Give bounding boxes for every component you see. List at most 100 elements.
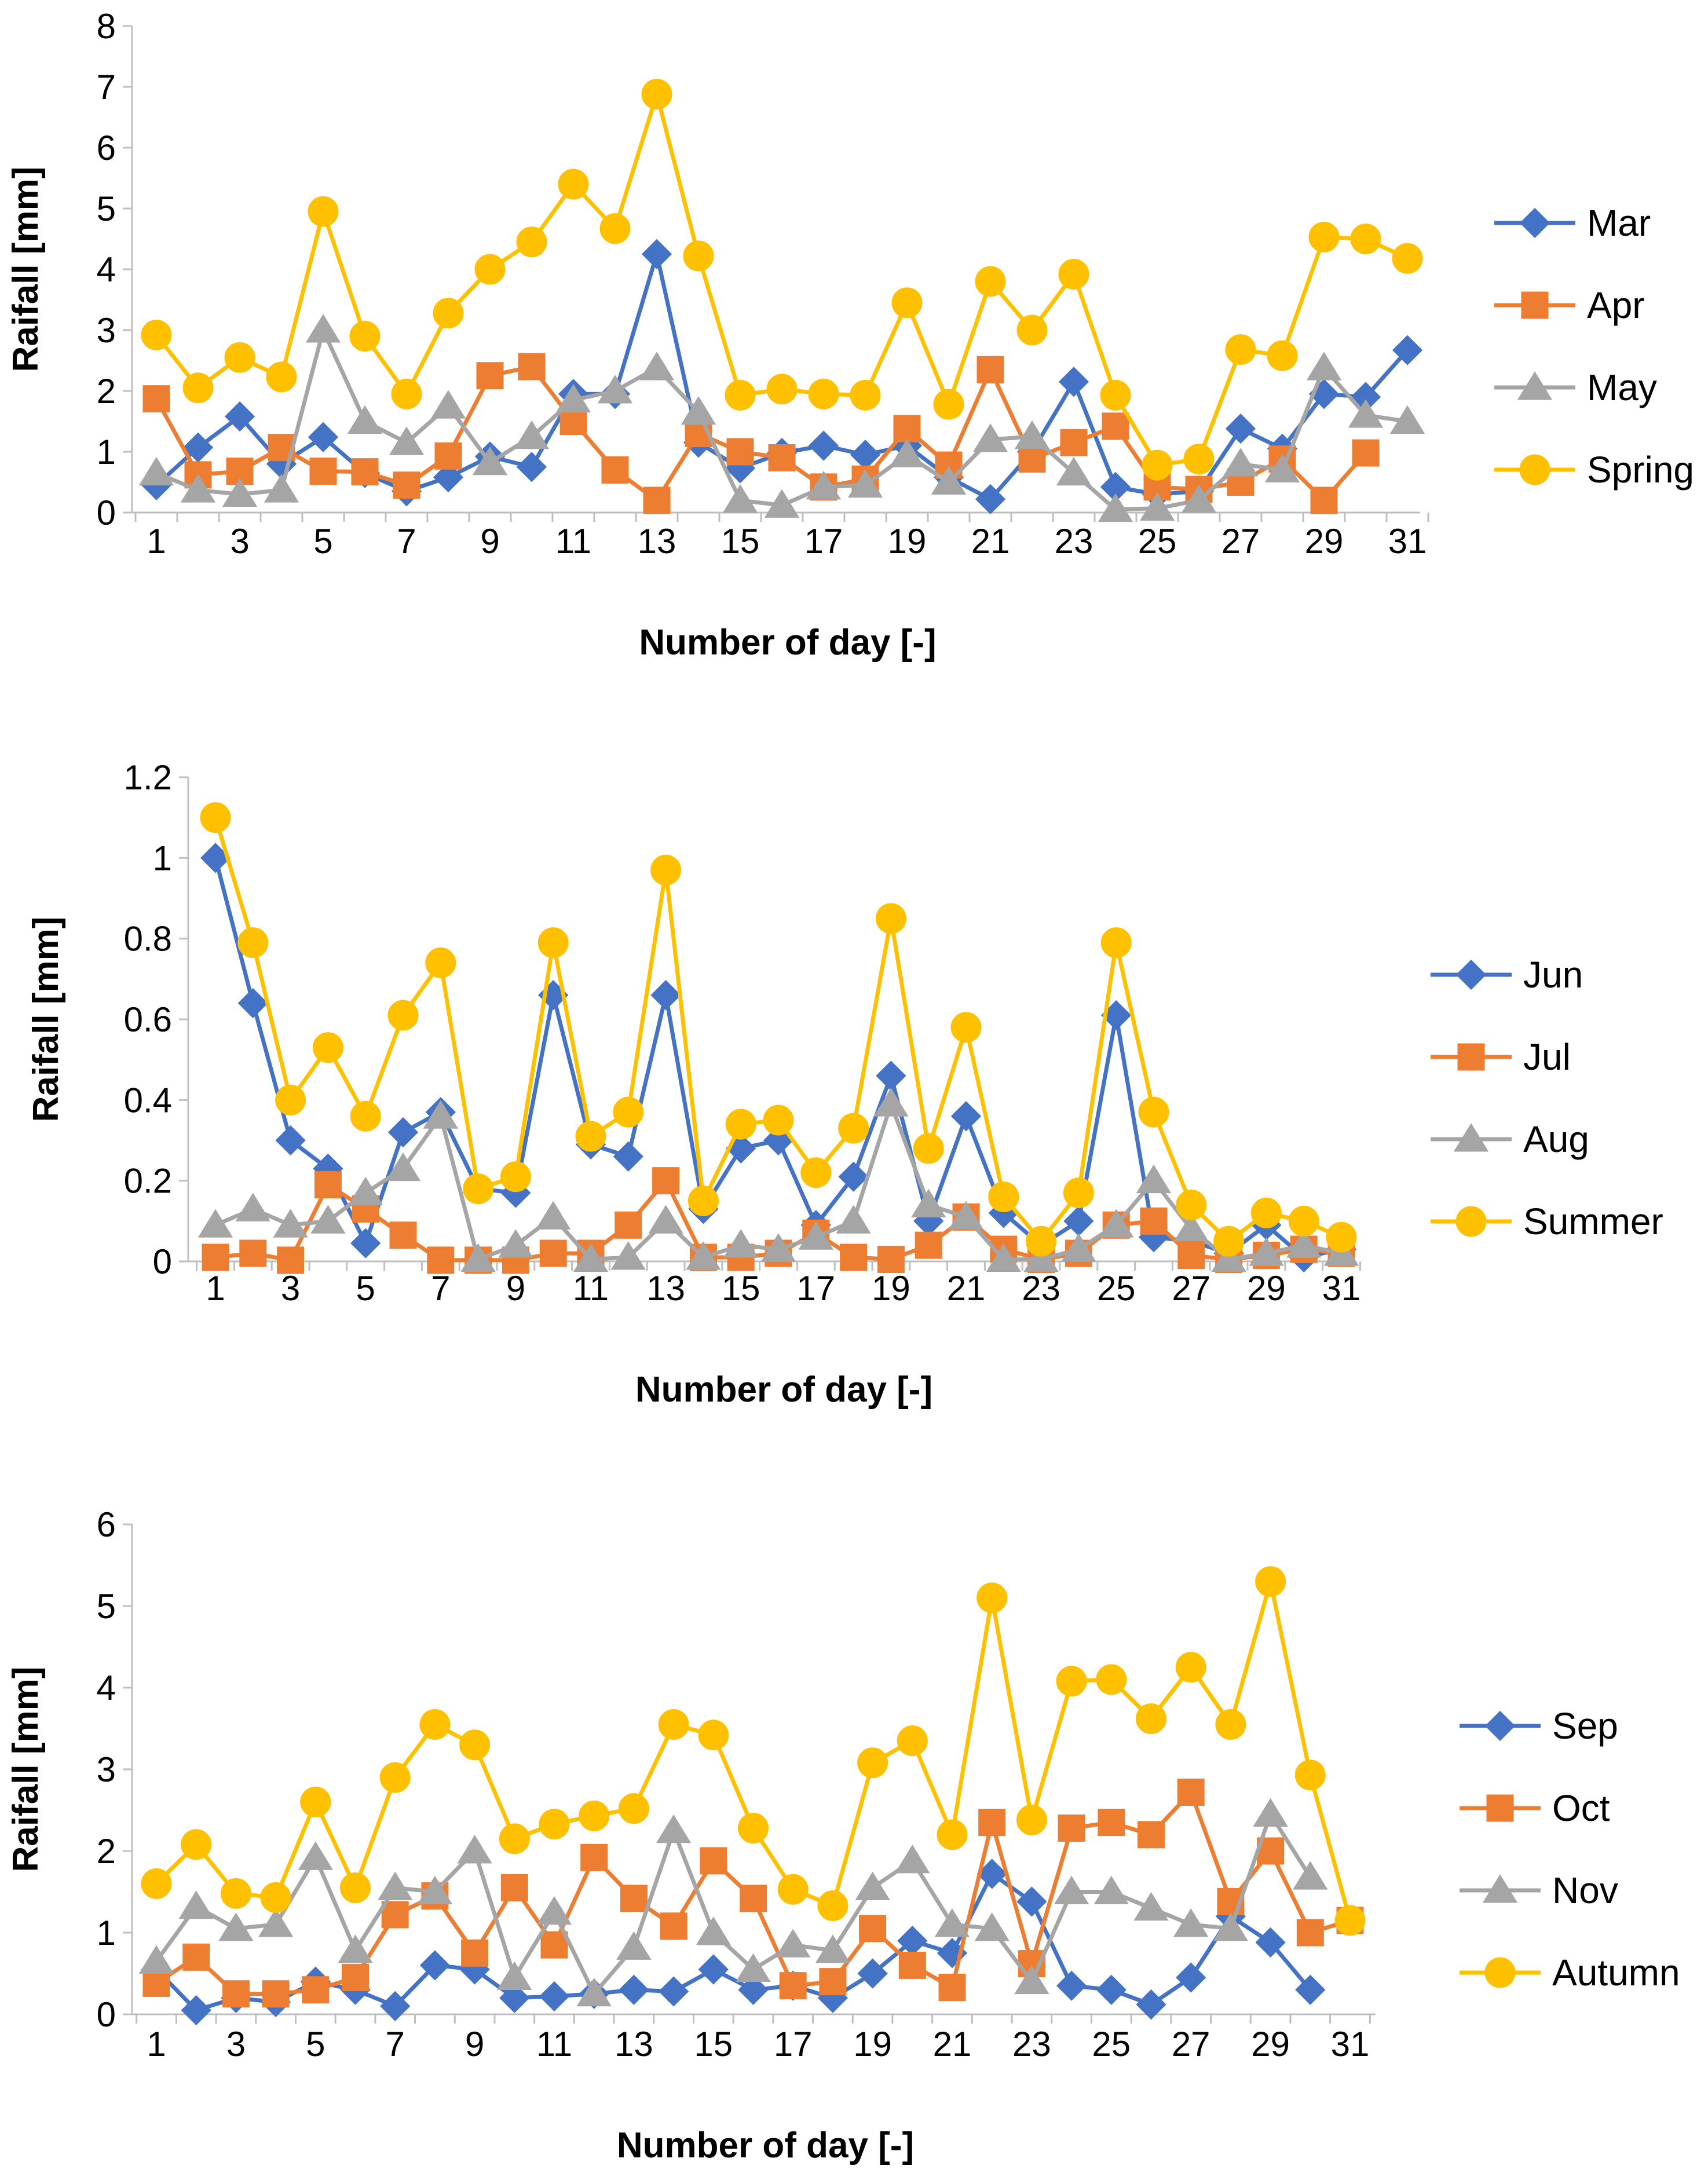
- data-point: [457, 1835, 492, 1864]
- data-point: [876, 1060, 906, 1091]
- data-point: [1293, 1861, 1328, 1890]
- data-point: [427, 1246, 455, 1274]
- data-point: [616, 1931, 652, 1960]
- data-point: [877, 1246, 905, 1274]
- data-point: [1392, 335, 1423, 365]
- data-point: [237, 927, 269, 959]
- data-point: [1056, 1666, 1087, 1697]
- data-point: [599, 213, 631, 244]
- data-point: [460, 1243, 496, 1272]
- data-point: [141, 1868, 172, 1899]
- x-tick-label: 25: [1097, 1269, 1136, 1308]
- data-point: [1063, 1177, 1094, 1209]
- data-point: [613, 1141, 643, 1172]
- data-point: [859, 1915, 887, 1942]
- data-point: [893, 415, 921, 442]
- legend-item-jun: Jun: [1431, 954, 1583, 996]
- x-tick-label: 19: [853, 2025, 892, 2064]
- series-nov: [138, 1798, 1328, 2007]
- data-point: [1295, 1974, 1326, 2005]
- x-tick-label: 13: [638, 522, 676, 561]
- x-tick-label: 23: [1022, 1269, 1060, 1308]
- data-point: [1140, 1207, 1168, 1235]
- data-point: [224, 401, 255, 432]
- series-line: [155, 1579, 1352, 1921]
- y-tick-label: 6: [97, 129, 116, 167]
- y-tick-label: 0.4: [124, 1081, 172, 1120]
- data-point: [138, 456, 174, 486]
- data-point: [423, 1100, 458, 1129]
- data-point: [275, 1084, 306, 1115]
- data-point: [931, 466, 967, 495]
- data-point: [763, 1104, 794, 1136]
- data-point: [696, 1916, 731, 1945]
- data-point: [202, 1243, 229, 1271]
- data-point: [472, 447, 508, 475]
- legend-marker: [1453, 1123, 1489, 1152]
- legend-marker: [1521, 291, 1549, 319]
- data-point: [764, 489, 800, 518]
- data-point: [1061, 1233, 1096, 1262]
- data-point: [815, 1934, 851, 1963]
- data-point: [760, 1233, 796, 1262]
- data-point: [975, 484, 1006, 515]
- data-point: [1058, 367, 1089, 397]
- series-line: [155, 328, 1408, 512]
- legend-item-autumn: Autumn: [1460, 1952, 1680, 1993]
- data-point: [1173, 1908, 1209, 1937]
- data-point: [1181, 484, 1217, 513]
- data-point: [338, 1934, 373, 1963]
- legend-item-apr: Apr: [1494, 284, 1645, 326]
- data-point: [779, 1972, 807, 2000]
- data-point: [1213, 1225, 1245, 1257]
- data-point: [974, 1912, 1010, 1941]
- data-point: [1136, 1703, 1166, 1735]
- data-point: [1054, 1875, 1089, 1904]
- series-line: [155, 92, 1409, 467]
- data-point: [986, 1243, 1021, 1272]
- data-point: [950, 1012, 982, 1043]
- data-point: [1098, 1809, 1125, 1837]
- data-point: [817, 1890, 848, 1921]
- data-point: [1288, 1205, 1319, 1237]
- data-point: [350, 1228, 381, 1259]
- data-point: [434, 442, 462, 470]
- data-point: [1139, 492, 1175, 521]
- data-point: [1286, 1229, 1322, 1258]
- data-point: [1294, 1759, 1326, 1791]
- x-tick-label: 7: [386, 2025, 405, 2064]
- data-point: [497, 1961, 532, 1991]
- data-point: [1267, 340, 1298, 371]
- data-point: [198, 1209, 233, 1238]
- data-point: [776, 1929, 811, 1958]
- x-tick-label: 15: [694, 2025, 733, 2064]
- data-point: [1225, 334, 1256, 365]
- data-point: [700, 1847, 727, 1875]
- data-point: [1348, 399, 1384, 428]
- data-point: [1014, 420, 1050, 449]
- legend-marker: [1484, 1957, 1516, 1988]
- data-point: [350, 1100, 381, 1132]
- data-point: [312, 1032, 343, 1063]
- data-point: [342, 1964, 369, 1992]
- data-point: [950, 1101, 982, 1132]
- x-axis-label: Number of day [-]: [639, 623, 936, 663]
- x-tick-label: 19: [872, 1269, 910, 1308]
- data-point: [597, 375, 633, 404]
- x-tick-label: 17: [774, 2025, 813, 2064]
- legend-marker: [1517, 371, 1553, 400]
- legend-item-nov: Nov: [1460, 1870, 1618, 1911]
- data-point: [738, 1974, 769, 2005]
- data-point: [895, 1845, 930, 1874]
- legend-marker: [1484, 1710, 1516, 1742]
- data-point: [417, 1875, 453, 1904]
- data-point: [239, 1239, 267, 1267]
- y-tick-label: 5: [97, 1587, 116, 1626]
- chart-2: 00.20.40.60.811.21 3 5 7 9 11 13 15 17 19 21 23 25 27…: [26, 758, 1663, 1410]
- data-point: [836, 1205, 871, 1234]
- data-point: [275, 1125, 306, 1156]
- data-point: [500, 1161, 531, 1192]
- series-line: [213, 857, 1342, 1260]
- data-point: [1016, 314, 1048, 346]
- y-tick-label: 1: [97, 433, 116, 471]
